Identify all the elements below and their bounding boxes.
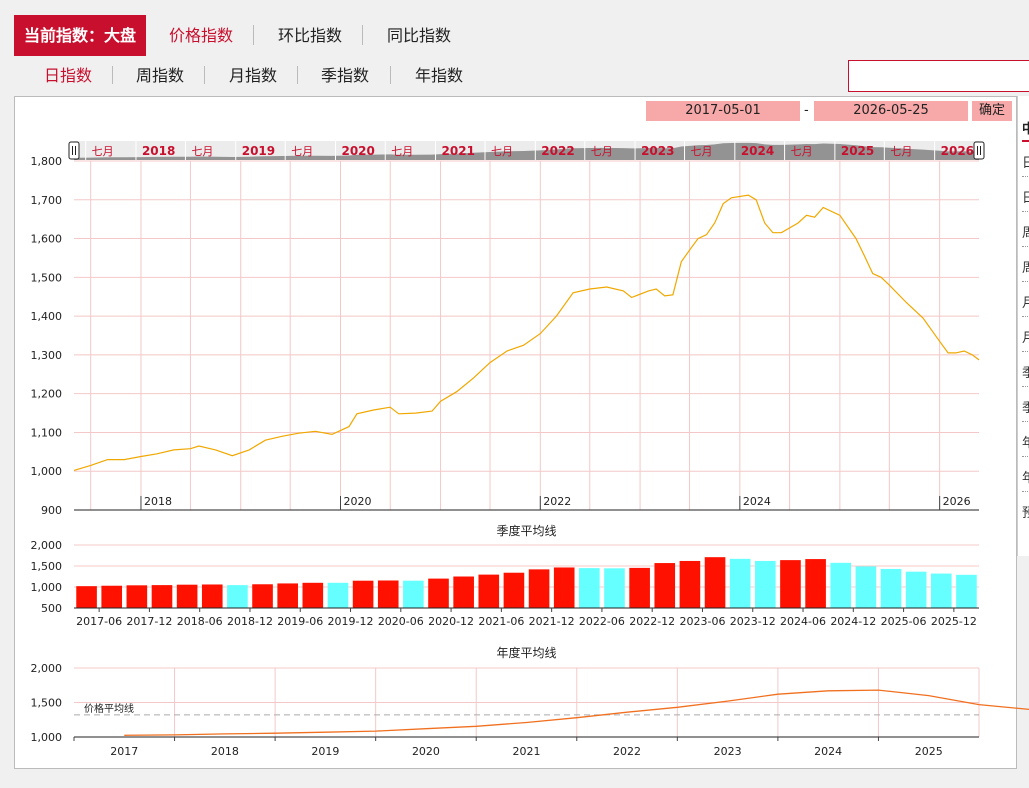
chart-panel xyxy=(14,96,1017,769)
start-date-input[interactable]: 2017-05-01 xyxy=(646,101,800,121)
side-list-item[interactable]: 年 xyxy=(1022,467,1029,486)
side-list-item[interactable]: 季 xyxy=(1022,397,1029,416)
side-index-list: 中 日 日 周 周 月 月 季 季 年 年 预 xyxy=(1017,96,1029,556)
side-list-divider xyxy=(1022,281,1029,282)
side-list-divider xyxy=(1022,176,1029,177)
index-type-tabbar: 当前指数：大盘 价格指数 环比指数 同比指数 xyxy=(0,0,1029,56)
side-list-divider xyxy=(1022,316,1029,317)
side-list-active-marker xyxy=(1022,140,1029,142)
tab-divider xyxy=(204,66,205,84)
tab-divider xyxy=(112,66,113,84)
side-list-divider xyxy=(1022,421,1029,422)
side-list-divider xyxy=(1022,351,1029,352)
tab-divider xyxy=(362,25,363,45)
side-list-divider xyxy=(1022,211,1029,212)
side-list-item[interactable]: 月 xyxy=(1022,292,1029,311)
side-list-item[interactable]: 周 xyxy=(1022,222,1029,241)
side-list-item[interactable]: 日 xyxy=(1022,152,1029,171)
confirm-button[interactable]: 确定 xyxy=(972,101,1012,121)
tab-yearly-index[interactable]: 年指数 xyxy=(415,66,464,85)
side-list-item[interactable]: 日 xyxy=(1022,187,1029,206)
tab-daily-index[interactable]: 日指数 xyxy=(44,66,93,85)
side-list-divider xyxy=(1022,456,1029,457)
tab-divider xyxy=(253,25,254,45)
side-list-item[interactable]: 预 xyxy=(1022,502,1029,521)
tab-monthly-index[interactable]: 月指数 xyxy=(229,66,278,85)
tab-mom-index[interactable]: 环比指数 xyxy=(278,26,343,45)
search-input[interactable] xyxy=(848,60,1029,92)
side-list-item[interactable]: 中 xyxy=(1022,118,1029,137)
side-list-item[interactable]: 月 xyxy=(1022,327,1029,346)
tab-divider xyxy=(297,66,298,84)
side-list-divider xyxy=(1022,386,1029,387)
tab-yoy-index[interactable]: 同比指数 xyxy=(387,26,452,45)
side-list-divider xyxy=(1022,246,1029,247)
tab-weekly-index[interactable]: 周指数 xyxy=(136,66,185,85)
tab-price-index[interactable]: 价格指数 xyxy=(169,26,234,45)
tab-divider xyxy=(390,66,391,84)
side-list-item[interactable]: 周 xyxy=(1022,257,1029,276)
side-list-item[interactable]: 季 xyxy=(1022,362,1029,381)
side-list-item[interactable]: 年 xyxy=(1022,432,1029,451)
side-list-divider xyxy=(1022,491,1029,492)
end-date-input[interactable]: 2026-05-25 xyxy=(814,101,968,121)
date-range-separator: - xyxy=(804,103,809,118)
tab-quarterly-index[interactable]: 季指数 xyxy=(321,66,370,85)
current-index-badge: 当前指数：大盘 xyxy=(14,15,146,56)
